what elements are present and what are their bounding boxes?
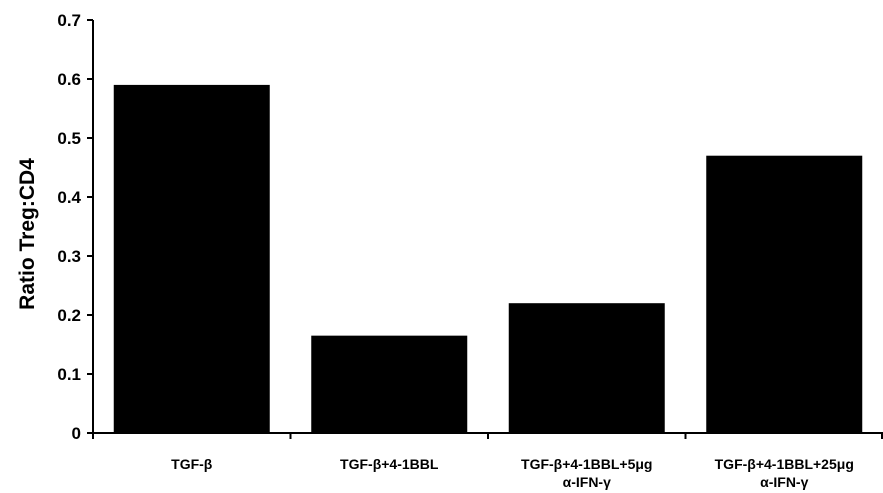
y-axis-title: Ratio Treg:CD4 [16,158,39,310]
x-tick-label-3: TGF-β+4-1BBL+25μg α-IFN-γ [715,456,854,490]
bars-group [113,84,863,434]
x-tick-label-1: TGF-β+4-1BBL [340,456,439,472]
x-tick-label-2-line-1: α-IFN-γ [563,474,611,490]
y-tick-label-7: 0.7 [57,11,81,30]
y-tick-label-4: 0.4 [57,188,81,207]
bar-3 [706,155,863,433]
bar-2 [508,303,665,433]
x-tick-label-2: TGF-β+4-1BBL+5μg α-IFN-γ [521,456,652,490]
bar-1 [311,335,468,433]
y-tick-label-6: 0.6 [57,70,81,89]
x-tick-label-2-line-0: TGF-β+4-1BBL+5μg [521,456,652,472]
y-tick-label-1: 0.1 [57,365,81,384]
x-tick-label-3-line-0: TGF-β+4-1BBL+25μg [715,456,854,472]
x-tick-label-1-line-0: TGF-β+4-1BBL [340,456,439,472]
x-axis: TGF-β TGF-β+4-1BBL TGF-β+4-1BBL+5μg α-IFN-γ… [92,432,883,490]
bar-0 [113,84,270,434]
x-tick-label-0: TGF-β [171,456,213,472]
x-tick-label-0-line-0: TGF-β [171,456,213,472]
y-tick-label-3: 0.3 [57,247,81,266]
y-tick-label-0: 0 [72,424,81,443]
x-tick-label-3-line-1: α-IFN-γ [760,474,808,490]
y-tick-label-2: 0.2 [57,306,81,325]
y-axis: 0 0.1 0.2 0.3 0.4 0.5 0.6 0.7 [57,11,94,443]
y-tick-label-5: 0.5 [57,129,81,148]
